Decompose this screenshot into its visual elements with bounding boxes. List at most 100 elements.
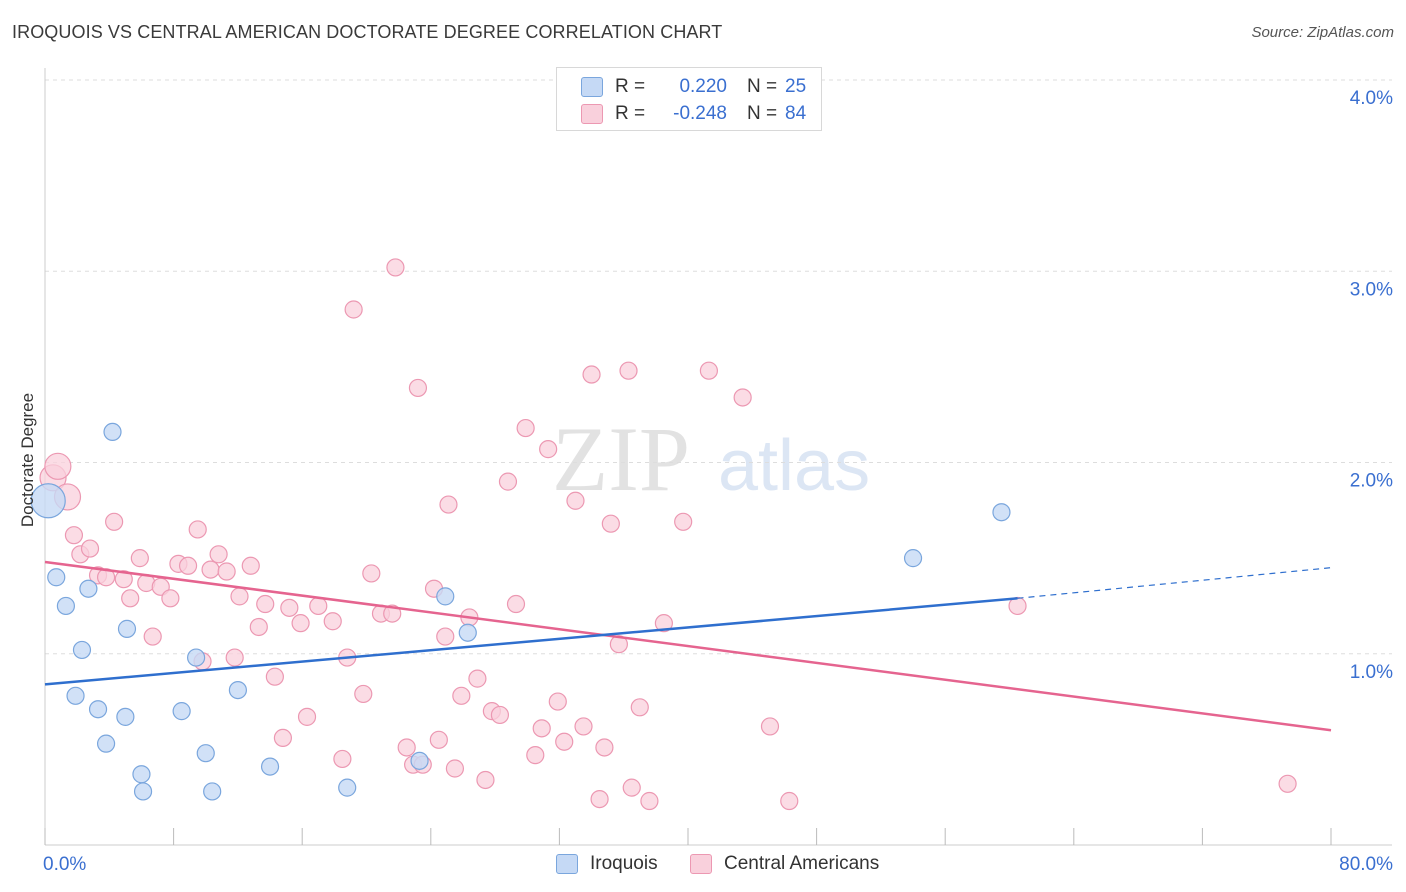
central-americans-point	[452, 686, 471, 705]
iroquois-swatch	[581, 77, 603, 97]
watermark: ZIP atlas	[552, 408, 870, 510]
watermark-atlas: atlas	[718, 426, 870, 506]
iroquois-trend-extension	[1017, 567, 1332, 599]
central-americans-point	[80, 539, 100, 558]
central-americans-point	[114, 570, 133, 589]
axes	[44, 68, 1392, 846]
central-americans-point	[619, 361, 638, 380]
central-americans-point	[323, 612, 342, 631]
central-americans-point	[44, 452, 72, 480]
y-axis-label: Doctorate Degree	[18, 392, 37, 528]
central-americans-point	[506, 594, 526, 614]
central-americans-point	[188, 520, 207, 539]
iroquois-point	[96, 734, 116, 753]
iroquois-point	[203, 782, 222, 801]
legend-row-iroquois: R = 0.220 N = 25	[581, 75, 806, 99]
central-americans-point	[386, 258, 405, 277]
central-legend-label: Central Americans	[724, 853, 880, 874]
central-americans-point	[532, 719, 551, 738]
central-americans-point	[574, 717, 593, 736]
central-americans-point	[439, 495, 458, 514]
r-value: -0.248	[673, 103, 727, 124]
legend-row-central: R = -0.248 N = 84	[581, 102, 806, 126]
central-americans-point	[397, 738, 416, 757]
legend-item-iroquois: Iroquois	[556, 851, 658, 877]
y-tick-label: 4.0%	[1350, 88, 1393, 109]
central-americans-point	[130, 549, 149, 568]
central-americans-point	[590, 789, 609, 809]
central-legend-swatch	[690, 854, 712, 874]
iroquois-point	[47, 568, 66, 587]
central-americans-point	[241, 556, 260, 575]
source-label: Source: ZipAtlas.com	[1251, 24, 1394, 41]
iroquois-legend-swatch	[556, 854, 578, 874]
n-label: N =	[747, 103, 778, 124]
iroquois-trend-line	[44, 597, 1018, 686]
iroquois-point	[458, 623, 477, 642]
iroquois-point	[187, 648, 206, 667]
central-americans-point	[582, 365, 601, 384]
central-americans-point	[209, 545, 228, 564]
iroquois-point	[103, 422, 122, 441]
iroquois-point	[992, 503, 1011, 522]
legend-item-central: Central Americans	[690, 851, 879, 877]
central-swatch	[581, 104, 603, 124]
iroquois-point	[436, 587, 455, 606]
central-americans-point	[225, 648, 244, 667]
n-value: 84	[785, 103, 807, 124]
x-tick-labels: 0.0% 80.0%	[43, 854, 1393, 875]
central-americans-point	[674, 512, 693, 531]
central-americans-point	[354, 684, 373, 704]
central-americans-point	[733, 388, 752, 407]
central-americans-point	[408, 378, 428, 398]
iroquois-point	[338, 778, 357, 797]
r-label: R =	[615, 76, 646, 97]
central-americans-point	[256, 594, 275, 614]
central-americans-point	[516, 418, 535, 438]
central-americans-point	[362, 564, 381, 583]
iroquois-point	[903, 549, 923, 568]
central-americans-point	[566, 491, 585, 510]
y-tick-label: 2.0%	[1350, 471, 1393, 492]
central-americans-point	[630, 698, 649, 717]
central-americans-point	[265, 667, 284, 686]
y-tick-label: 3.0%	[1350, 279, 1393, 300]
central-americans-point	[1278, 774, 1297, 793]
iroquois-point	[133, 782, 153, 801]
iroquois-point	[72, 640, 92, 660]
iroquois-point	[79, 579, 98, 598]
central-americans-point	[280, 598, 299, 617]
central-americans-point	[760, 717, 780, 736]
central-americans-point	[309, 596, 328, 616]
central-americans-points	[39, 258, 1297, 811]
iroquois-point	[30, 483, 66, 519]
central-americans-point	[548, 692, 567, 711]
central-americans-point	[539, 440, 558, 459]
central-americans-point	[476, 770, 495, 790]
iroquois-point	[172, 702, 191, 721]
x-tick-label: 80.0%	[1339, 854, 1393, 875]
central-americans-point	[654, 614, 673, 633]
iroquois-point	[66, 686, 85, 705]
central-americans-point	[143, 627, 162, 646]
central-americans-point	[230, 587, 249, 606]
y-tick-labels: 1.0% 2.0% 3.0% 4.0%	[1350, 88, 1393, 683]
iroquois-point	[88, 700, 108, 719]
central-americans-point	[64, 526, 84, 545]
iroquois-point	[260, 757, 280, 776]
iroquois-point	[228, 680, 247, 700]
central-americans-point	[249, 617, 268, 637]
central-americans-point	[498, 472, 518, 491]
central-americans-point	[555, 732, 574, 751]
central-americans-point	[273, 728, 293, 748]
iroquois-point	[196, 744, 215, 763]
central-americans-point	[445, 759, 465, 778]
r-label: R =	[615, 103, 646, 124]
central-americans-point	[609, 635, 628, 654]
central-americans-point	[333, 749, 352, 769]
n-value: 25	[785, 76, 807, 97]
correlation-legend: R = 0.220 N = 25 R = -0.248 N = 84	[556, 67, 822, 131]
iroquois-point	[116, 707, 135, 726]
central-americans-point	[622, 778, 641, 797]
